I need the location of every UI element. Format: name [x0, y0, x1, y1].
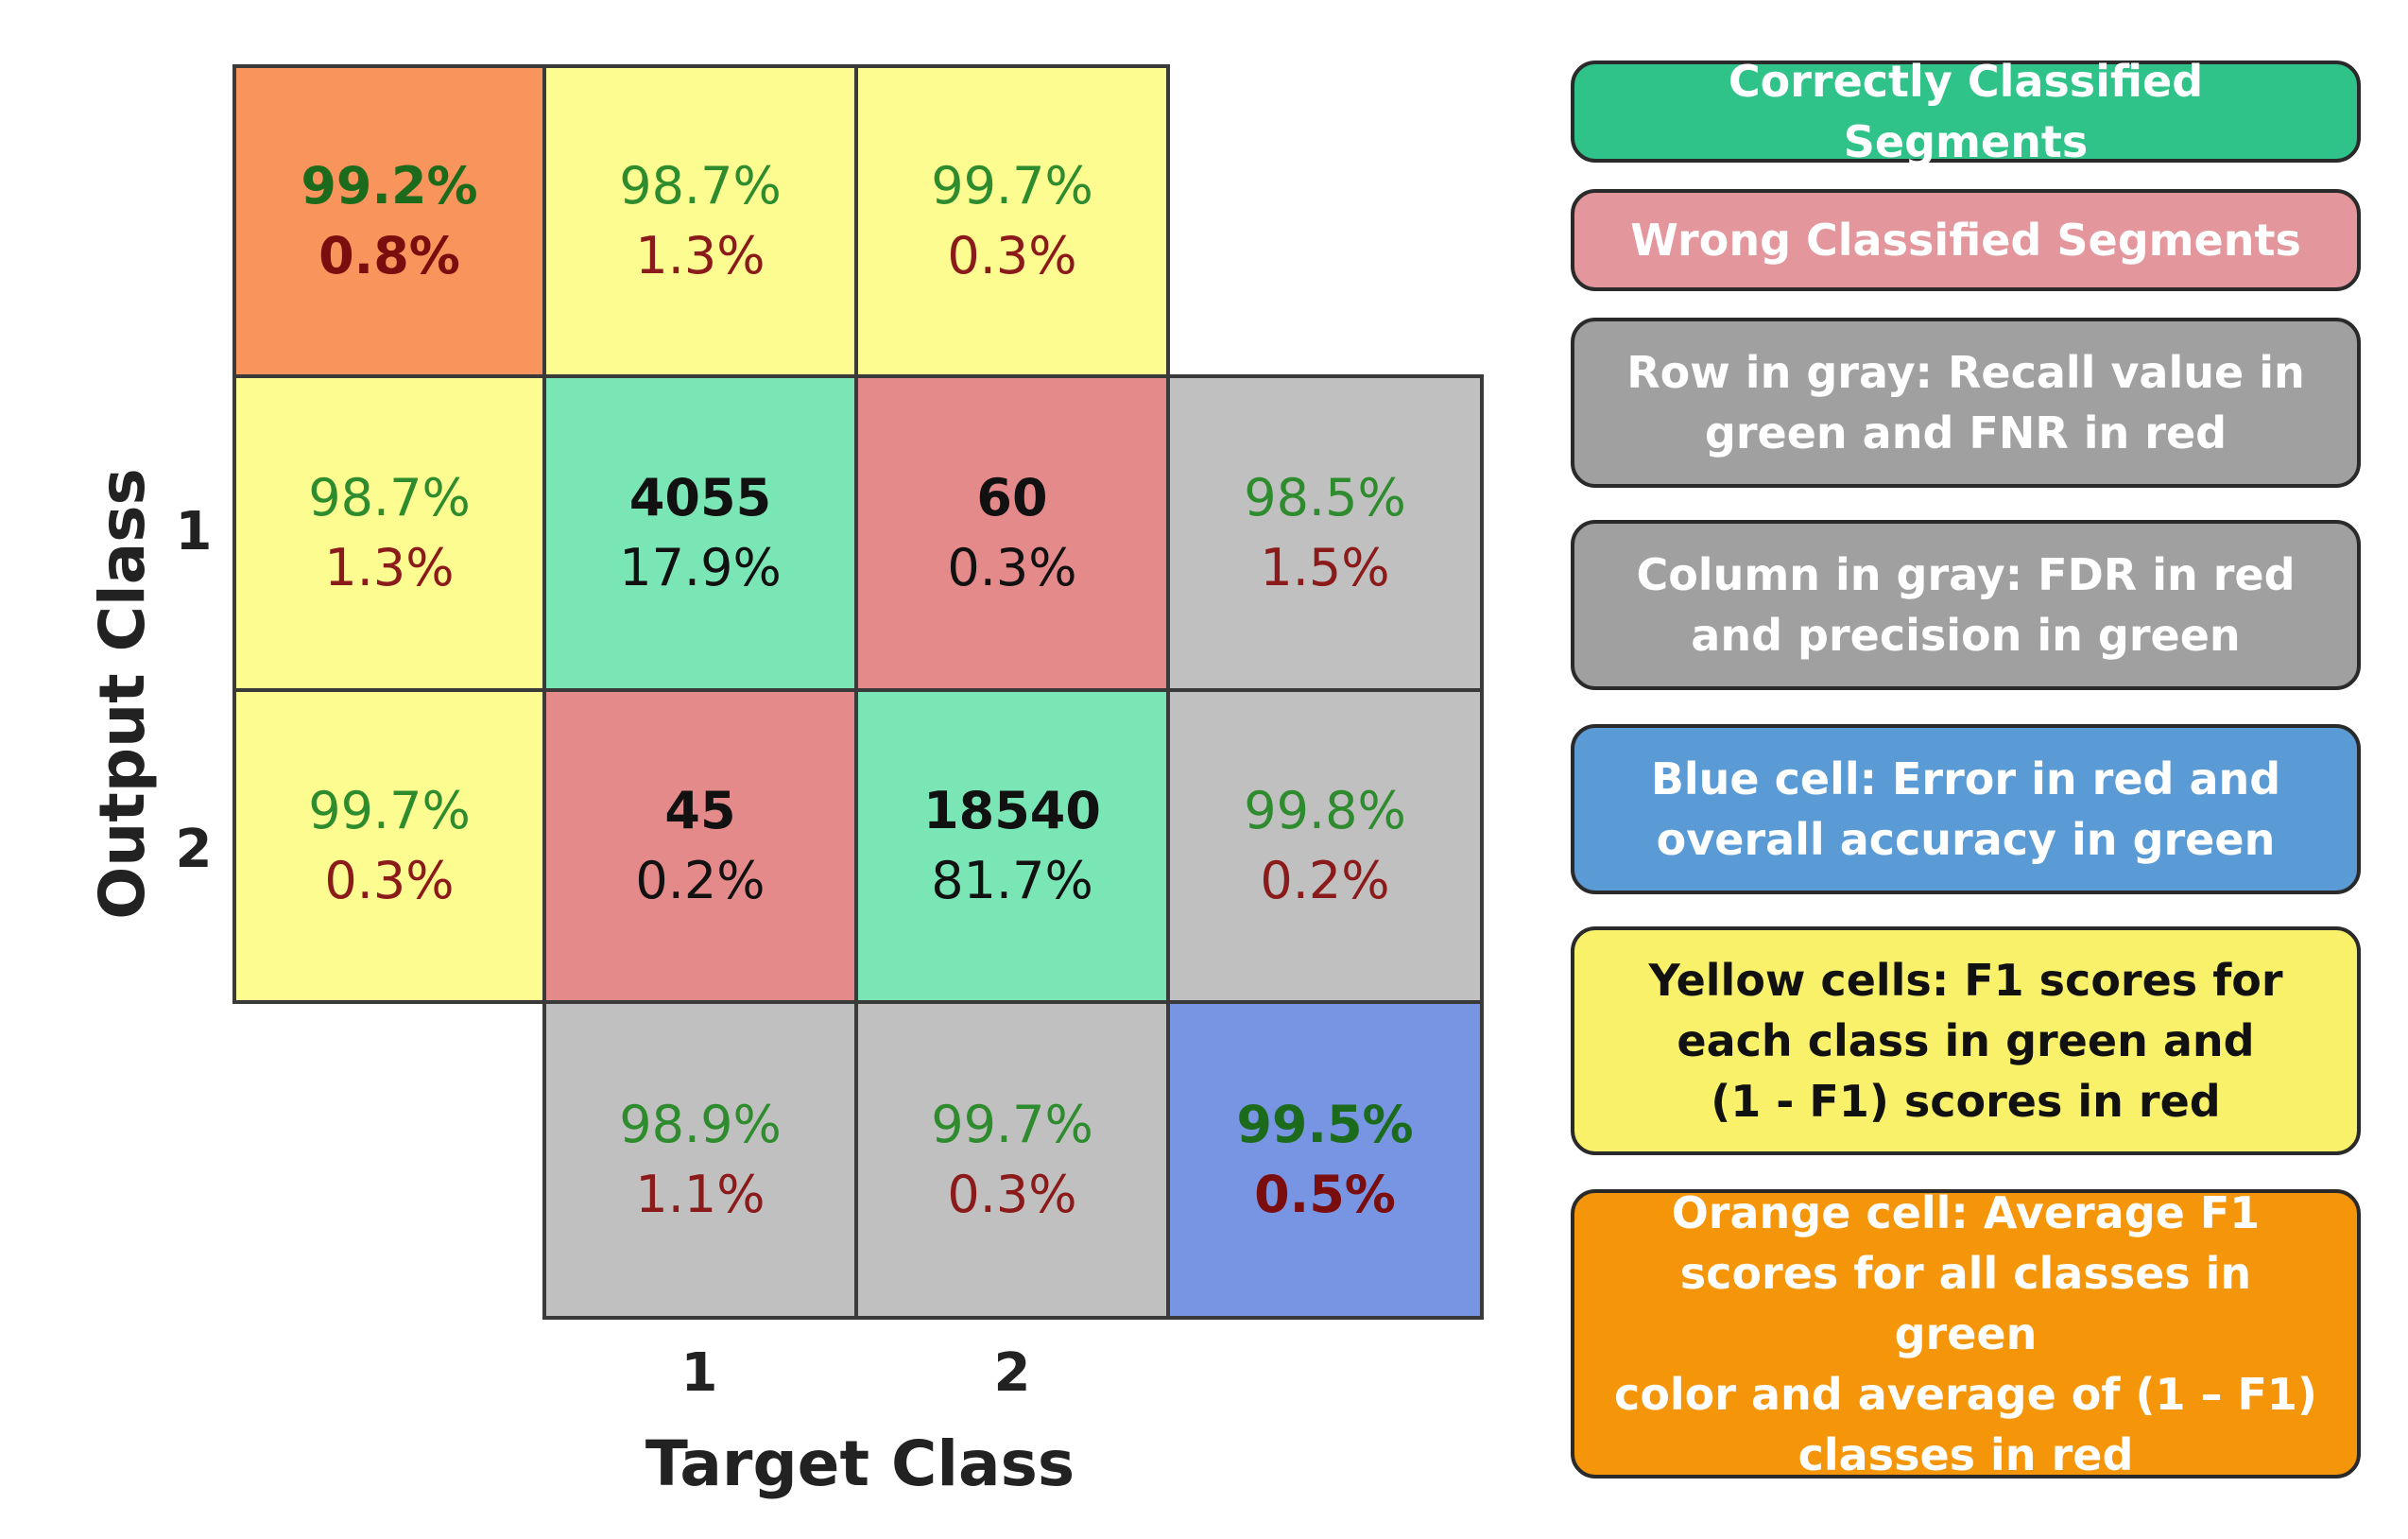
- wrong-cell-1-2: 60 0.3%: [854, 374, 1170, 692]
- overall-accuracy-cell: 99.5% 0.5%: [1166, 1000, 1484, 1320]
- percent-value: 0.2%: [635, 851, 765, 910]
- f1-value: 98.7%: [308, 468, 471, 527]
- count-value: 18540: [923, 781, 1101, 840]
- precision-value: 98.9%: [619, 1095, 782, 1154]
- precision-value: 99.7%: [931, 1095, 1093, 1154]
- legend-blue: Blue cell: Error in red and overall accu…: [1571, 724, 2361, 894]
- f1-value: 99.7%: [931, 156, 1093, 216]
- legend-yellow: Yellow cells: F1 scores for each class i…: [1571, 926, 2361, 1155]
- precision-cell-target-1: 98.9% 1.1%: [542, 1000, 858, 1320]
- legend-wrong: Wrong Classified Segments: [1571, 189, 2361, 291]
- y-axis-title: Output Class: [86, 468, 159, 920]
- percent-value: 81.7%: [931, 851, 1093, 910]
- overall-accuracy-value: 99.5%: [1236, 1095, 1414, 1154]
- x-axis-title: Target Class: [645, 1427, 1075, 1500]
- wrong-cell-2-1: 45 0.2%: [542, 688, 858, 1004]
- f1-cell-target-1: 98.7% 1.3%: [542, 64, 858, 378]
- recall-cell-output-2: 99.8% 0.2%: [1166, 688, 1484, 1004]
- x-tick-1: 1: [680, 1342, 718, 1404]
- f1-value: 98.7%: [619, 156, 782, 216]
- avg-one-minus-f1-value: 0.8%: [318, 226, 460, 285]
- percent-value: 17.9%: [619, 538, 782, 597]
- one-minus-f1-value: 0.3%: [947, 226, 1077, 285]
- legend-correct: Correctly Classified Segments: [1571, 56, 2361, 167]
- confusion-matrix: 99.2% 0.8% 98.7% 1.3% 99.7% 0.3% 98.7% 1…: [86, 64, 1484, 1500]
- fdr-value: 1.1%: [635, 1165, 765, 1224]
- f1-cell-output-1: 98.7% 1.3%: [232, 374, 546, 692]
- y-tick-2: 2: [175, 819, 213, 880]
- x-tick-2: 2: [993, 1342, 1031, 1404]
- legend-row-gray: Row in gray: Recall value in green and F…: [1571, 318, 2361, 488]
- legend-orange: Orange cell: Average F1 scores for all c…: [1571, 1187, 2361, 1480]
- recall-value: 98.5%: [1244, 468, 1406, 527]
- overall-error-value: 0.5%: [1254, 1165, 1396, 1224]
- one-minus-f1-value: 1.3%: [324, 538, 455, 597]
- f1-cell-output-2: 99.7% 0.3%: [232, 688, 546, 1004]
- recall-value: 99.8%: [1244, 781, 1406, 840]
- fnr-value: 1.5%: [1260, 538, 1390, 597]
- fdr-value: 0.3%: [947, 1165, 1077, 1224]
- recall-cell-output-1: 98.5% 1.5%: [1166, 374, 1484, 692]
- correct-cell-1-1: 4055 17.9%: [542, 374, 858, 692]
- f1-cell-target-2: 99.7% 0.3%: [854, 64, 1170, 378]
- percent-value: 0.3%: [947, 538, 1077, 597]
- count-value: 60: [976, 468, 1048, 527]
- precision-cell-target-2: 99.7% 0.3%: [854, 1000, 1170, 1320]
- fnr-value: 0.2%: [1260, 851, 1390, 910]
- avg-f1-value: 99.2%: [301, 156, 478, 216]
- count-value: 4055: [628, 468, 772, 527]
- avg-f1-cell: 99.2% 0.8%: [232, 64, 546, 378]
- correct-cell-2-2: 18540 81.7%: [854, 688, 1170, 1004]
- y-tick-1: 1: [175, 501, 213, 562]
- count-value: 45: [664, 781, 736, 840]
- one-minus-f1-value: 0.3%: [324, 851, 455, 910]
- legend-column-gray: Column in gray: FDR in red and precision…: [1571, 520, 2361, 690]
- one-minus-f1-value: 1.3%: [635, 226, 765, 285]
- f1-value: 99.7%: [308, 781, 471, 840]
